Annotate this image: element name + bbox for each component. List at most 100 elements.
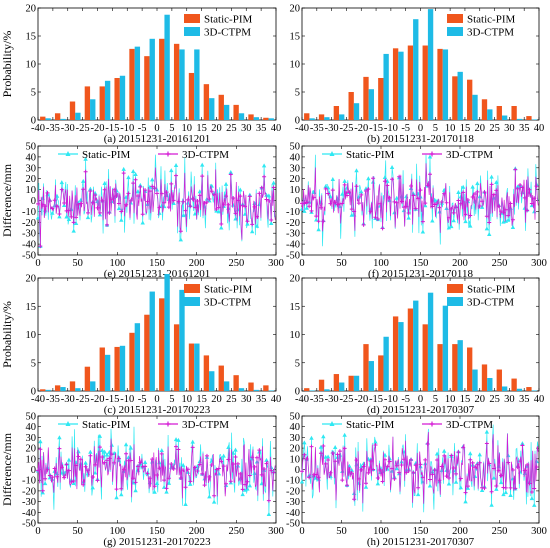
y-tick-label: 50 [26,142,37,153]
point-3d-ctpm [269,217,274,222]
point-3d-ctpm [366,470,371,475]
point-static-pim [304,205,309,210]
point-static-pim [266,193,272,198]
point-3d-ctpm [390,177,395,182]
bar-3d-ctpm [60,118,66,120]
point-3d-ctpm [271,185,276,190]
point-3d-ctpm [59,187,64,192]
point-static-pim [266,512,272,517]
bar-static-pim [144,56,150,120]
bar-3d-ctpm [134,46,141,120]
point-static-pim [190,439,195,444]
x-tick-label: -20 [91,394,105,405]
bar-static-pim [437,48,443,120]
point-3d-ctpm [387,195,392,200]
legend: Static-PIM 3D-CTPM [58,419,229,431]
point-3d-ctpm [529,490,534,495]
point-static-pim [359,189,364,194]
point-3d-ctpm [311,195,316,200]
point-3d-ctpm [427,172,432,177]
point-3d-ctpm [435,201,440,206]
x-tick-label: 250 [492,526,508,537]
point-3d-ctpm [307,204,312,209]
point-3d-ctpm [45,190,50,195]
x-tick-label: 20 [211,123,222,134]
y-tick-label: 20 [290,274,301,285]
y-axis-label: Difference/mm [0,432,14,506]
bar-static-pim [378,78,384,120]
point-3d-ctpm [399,463,404,468]
point-static-pim [261,163,267,168]
point-3d-ctpm [159,451,164,456]
point-3d-ctpm [157,205,162,210]
point-3d-ctpm [204,200,209,205]
point-static-pim [38,439,43,444]
bar-static-pim [263,117,269,120]
y-tick-label: 15 [26,32,37,43]
point-3d-ctpm [503,485,508,490]
point-static-pim [242,487,248,492]
bar-3d-ctpm [442,49,449,120]
point-3d-ctpm [85,468,90,473]
bar-3d-ctpm [501,115,508,120]
y-tick-label: 50 [26,412,37,423]
point-3d-ctpm [202,201,207,206]
y-tick-label: -30 [286,229,300,240]
point-static-pim [247,483,253,488]
point-3d-ctpm [266,498,271,503]
point-3d-ctpm [525,462,530,467]
point-3d-ctpm [166,205,171,210]
point-3d-ctpm [458,476,463,481]
point-3d-ctpm [446,215,451,220]
bar-static-pim [392,48,399,120]
point-static-pim [340,191,345,196]
point-static-pim [240,492,245,497]
x-tick-label: -15 [105,123,119,134]
point-3d-ctpm [321,219,326,224]
point-3d-ctpm [245,219,250,224]
x-tick-label: -40 [31,123,45,134]
bar-3d-ctpm [487,378,493,391]
point-3d-ctpm [126,191,131,196]
point-static-pim [85,215,91,220]
point-3d-ctpm [470,460,475,465]
x-tick-label: 250 [492,258,508,269]
point-static-pim [104,452,110,457]
point-3d-ctpm [119,209,124,214]
point-static-pim [173,437,179,442]
point-3d-ctpm [74,463,79,468]
x-tick-label: 0 [154,123,159,134]
point-static-pim [363,484,369,489]
point-3d-ctpm [178,229,183,234]
bar-3d-ctpm [413,300,419,391]
y-tick-label: -10 [22,207,36,218]
point-static-pim [152,489,157,494]
x-tick-label: 5 [433,394,438,405]
point-3d-ctpm [461,190,466,195]
y-tick-label: 20 [290,4,301,15]
point-static-pim [434,198,440,203]
point-static-pim [64,214,69,219]
bar-3d-ctpm [209,98,215,120]
bar-3d-ctpm [339,382,345,391]
legend-label: Static-PIM [204,14,252,26]
bar-3d-ctpm [516,118,523,120]
x-tick-label: 0 [418,123,423,134]
legend-label: Static-PIM [346,419,394,431]
point-3d-ctpm [342,446,347,451]
x-tick-label: 200 [189,526,205,537]
point-3d-ctpm [465,198,470,203]
point-3d-ctpm [243,482,248,487]
point-3d-ctpm [473,191,478,196]
point-3d-ctpm [352,497,357,502]
point-static-pim [382,452,388,457]
x-tick-label: -5 [138,123,147,134]
point-3d-ctpm [221,464,226,469]
y-tick-label: 0 [295,387,300,398]
point-static-pim [463,219,468,224]
point-3d-ctpm [88,453,93,458]
bar-3d-ctpm [383,53,389,120]
point-3d-ctpm [266,198,271,203]
point-static-pim [161,204,167,209]
point-3d-ctpm [195,198,200,203]
